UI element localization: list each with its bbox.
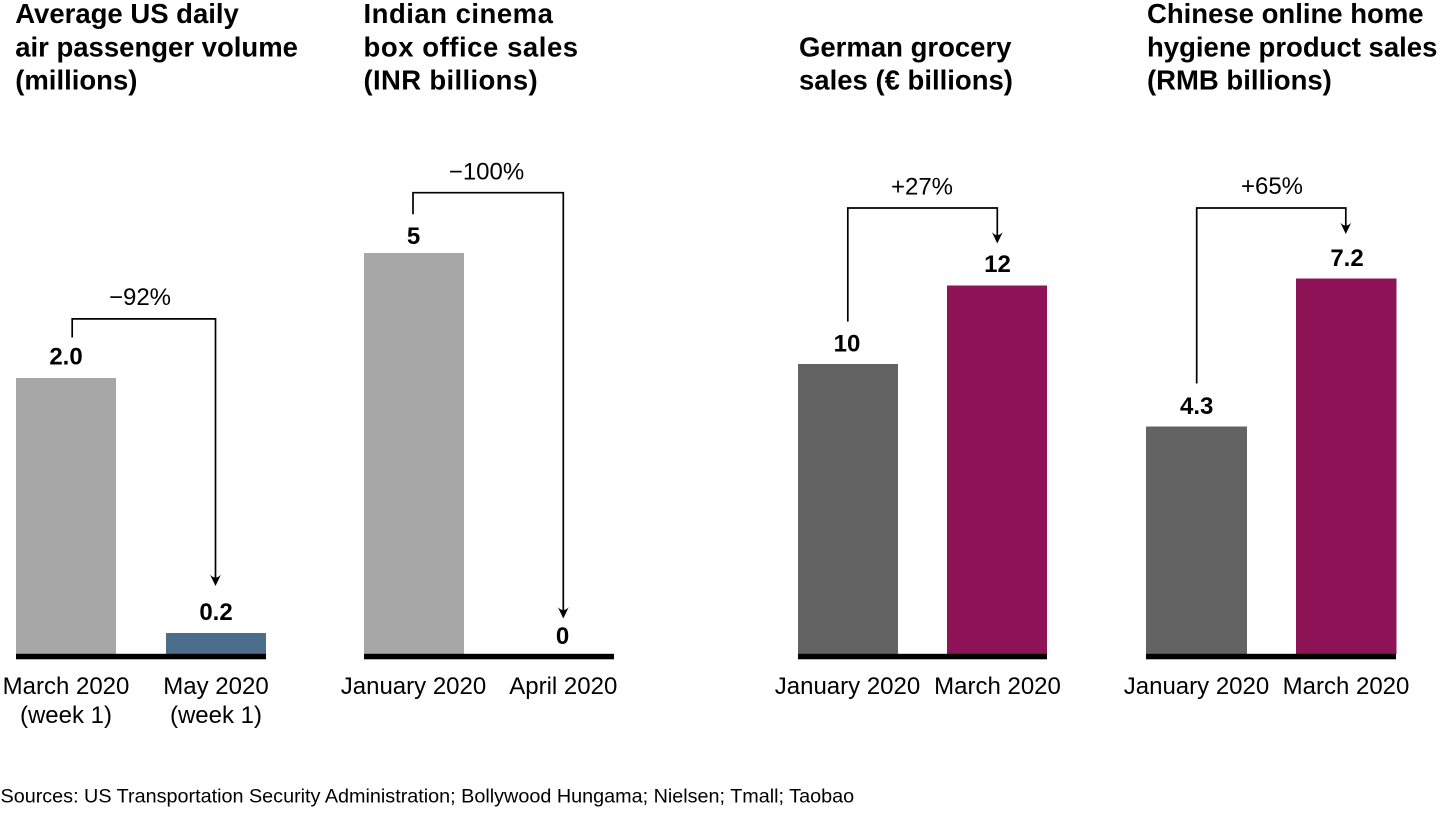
svg-text:April 2020: April 2020 bbox=[509, 673, 617, 700]
svg-text:(INR billions): (INR billions) bbox=[364, 65, 538, 96]
svg-text:0.2: 0.2 bbox=[199, 599, 232, 626]
svg-text:2.0: 2.0 bbox=[49, 344, 82, 371]
svg-text:box office sales: box office sales bbox=[364, 31, 579, 62]
svg-text:January 2020: January 2020 bbox=[775, 673, 920, 700]
svg-text:Average US daily: Average US daily bbox=[15, 0, 239, 29]
svg-text:May 2020: May 2020 bbox=[163, 673, 268, 700]
svg-text:Sources: US Transportation Sec: Sources: US Transportation Security Admi… bbox=[1, 786, 855, 808]
svg-text:(week 1): (week 1) bbox=[170, 702, 262, 729]
svg-text:−100%: −100% bbox=[449, 159, 524, 186]
svg-text:Chinese online home: Chinese online home bbox=[1147, 0, 1424, 29]
svg-text:+65%: +65% bbox=[1241, 173, 1303, 200]
svg-text:−92%: −92% bbox=[109, 284, 171, 311]
svg-text:(week 1): (week 1) bbox=[20, 702, 112, 729]
svg-text:10: 10 bbox=[834, 331, 861, 358]
svg-text:sales (€ billions): sales (€ billions) bbox=[799, 65, 1013, 96]
svg-text:January 2020: January 2020 bbox=[1124, 673, 1269, 700]
svg-text:air passenger volume: air passenger volume bbox=[15, 31, 298, 62]
svg-text:German grocery: German grocery bbox=[799, 31, 1012, 62]
svg-text:March 2020: March 2020 bbox=[934, 673, 1061, 700]
svg-text:Indian cinema: Indian cinema bbox=[364, 0, 554, 29]
svg-text:5: 5 bbox=[407, 223, 420, 250]
svg-text:March 2020: March 2020 bbox=[3, 673, 130, 700]
svg-text:12: 12 bbox=[984, 251, 1011, 278]
svg-text:(millions): (millions) bbox=[15, 65, 137, 96]
svg-text:4.3: 4.3 bbox=[1180, 393, 1213, 420]
svg-text:+27%: +27% bbox=[891, 174, 953, 201]
svg-text:0: 0 bbox=[556, 623, 569, 650]
svg-text:March 2020: March 2020 bbox=[1283, 673, 1410, 700]
svg-text:7.2: 7.2 bbox=[1330, 245, 1363, 272]
svg-text:(RMB billions): (RMB billions) bbox=[1147, 65, 1332, 96]
svg-text:hygiene product sales: hygiene product sales bbox=[1147, 31, 1437, 62]
svg-text:January 2020: January 2020 bbox=[341, 673, 486, 700]
